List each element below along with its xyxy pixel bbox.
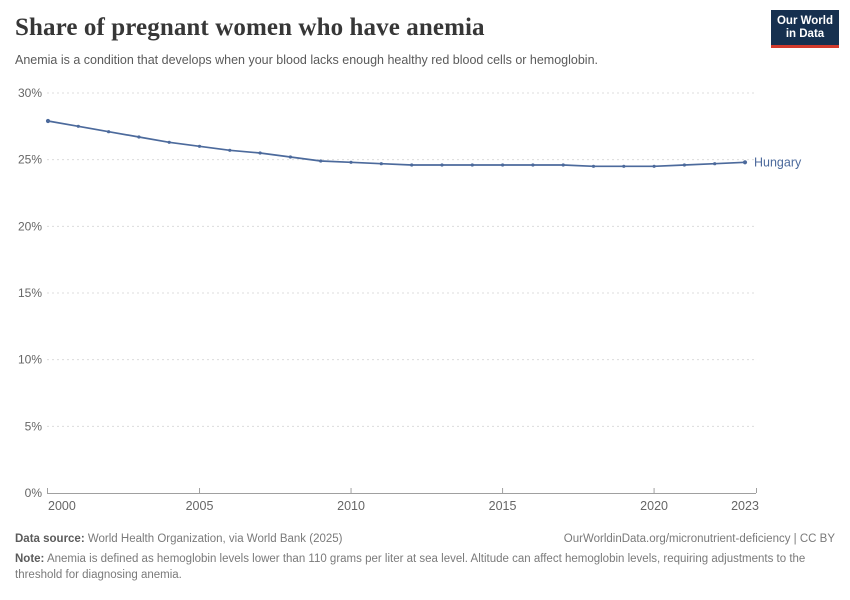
data-point-2012 [410, 163, 414, 167]
y-tick-label-10: 10% [18, 353, 42, 367]
y-tick-label-25: 25% [18, 153, 42, 167]
data-point-2013 [440, 163, 444, 167]
data-point-2010 [349, 160, 353, 164]
data-point-2003 [137, 135, 141, 139]
data-point-2004 [167, 140, 171, 144]
data-point-2008 [288, 155, 292, 159]
x-tick-label-2015: 2015 [489, 499, 517, 513]
chart-subtitle: Anemia is a condition that develops when… [15, 53, 599, 67]
series-line-hungary [47, 120, 746, 168]
data-point-2022 [713, 162, 717, 166]
x-tick-label-2023: 2023 [731, 499, 759, 513]
data-point-2014 [470, 163, 474, 167]
owid-logo[interactable]: Our World in Data [771, 10, 839, 48]
note-value: Anemia is defined as hemoglobin levels l… [15, 553, 806, 581]
chart-footer: Data source: World Health Organization, … [15, 531, 835, 583]
data-point-2020 [652, 164, 656, 168]
data-point-2009 [319, 159, 323, 163]
data-source-label: Data source: [15, 533, 85, 545]
page-title: Share of pregnant women who have anemia [15, 14, 485, 41]
owid-logo-line2: in Data [785, 27, 825, 40]
data-point-2005 [197, 144, 202, 148]
data-point-2016 [531, 163, 535, 167]
x-tick-label-2010: 2010 [337, 499, 365, 513]
data-source-line: Data source: World Health Organization, … [15, 531, 342, 547]
x-tick-label-2000: 2000 [48, 499, 76, 513]
line-chart: 0% 5% 10% 15% 20% 25% 30% 2000 2005 2010 2015 2020 2… [18, 86, 802, 513]
y-tick-label-20: 20% [18, 219, 42, 233]
y-tick-label-30: 30% [18, 86, 42, 100]
owid-url-link[interactable]: OurWorldinData.org/micronutrient-deficie… [563, 533, 835, 545]
note-label: Note: [15, 553, 45, 565]
y-tick-label-15: 15% [18, 286, 42, 300]
x-tick-label-2020: 2020 [640, 499, 668, 513]
data-point-2015 [501, 163, 505, 167]
data-point-2023 [742, 160, 748, 165]
x-tick-label-2005: 2005 [186, 499, 214, 513]
data-point-2000 [45, 118, 51, 124]
data-point-2018 [591, 164, 596, 168]
data-point-2006 [228, 148, 232, 152]
data-point-2021 [682, 163, 687, 167]
chart-note: Note: Anemia is defined as hemoglobin le… [15, 551, 815, 583]
series-label-hungary[interactable]: Hungary [754, 155, 802, 169]
data-point-2007 [258, 151, 262, 155]
data-point-2017 [561, 163, 565, 167]
data-point-2011 [379, 162, 383, 166]
data-source-value: World Health Organization, via World Ban… [84, 533, 343, 545]
data-point-2001 [76, 124, 80, 128]
data-point-2019 [622, 164, 626, 168]
y-tick-label-5: 5% [25, 419, 43, 433]
owid-logo-line1: Our World [776, 14, 833, 27]
data-point-2002 [107, 130, 111, 134]
y-tick-label-0: 0% [25, 486, 43, 500]
